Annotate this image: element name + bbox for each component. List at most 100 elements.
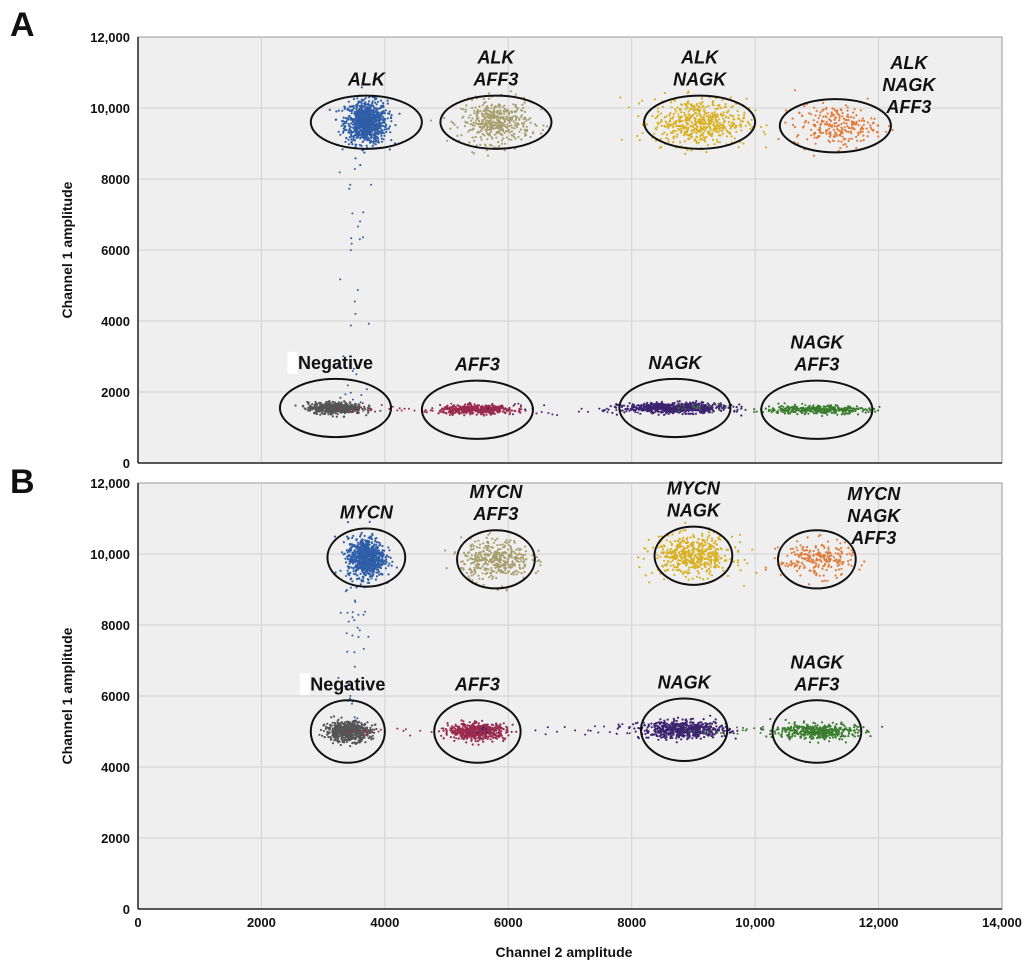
data-point xyxy=(386,102,389,105)
data-point xyxy=(845,145,848,148)
data-point xyxy=(508,406,511,410)
data-point xyxy=(520,138,523,141)
data-point xyxy=(535,412,538,415)
data-point xyxy=(463,414,466,417)
data-point xyxy=(347,131,350,134)
data-point xyxy=(638,139,641,142)
data-point xyxy=(854,410,857,413)
data-point xyxy=(454,405,457,408)
data-point xyxy=(683,111,686,114)
data-point xyxy=(509,90,512,93)
data-point xyxy=(378,570,381,573)
data-point xyxy=(376,549,379,553)
data-point xyxy=(463,410,466,413)
data-point xyxy=(784,121,787,124)
data-point xyxy=(639,412,642,415)
data-point xyxy=(384,109,387,112)
data-point xyxy=(351,536,354,540)
y-tick-label: 4000 xyxy=(101,314,130,329)
data-point xyxy=(350,110,353,113)
data-point xyxy=(369,133,372,136)
data-point xyxy=(529,121,532,124)
data-point xyxy=(587,410,590,413)
data-point xyxy=(714,403,717,406)
data-point xyxy=(714,117,717,120)
data-point xyxy=(719,112,723,116)
data-point xyxy=(464,108,467,111)
data-point xyxy=(342,415,345,418)
data-point xyxy=(674,122,678,125)
data-point xyxy=(534,123,537,126)
data-point xyxy=(360,109,363,112)
data-point xyxy=(503,112,506,115)
data-point xyxy=(363,539,367,542)
data-point xyxy=(834,404,837,407)
data-point xyxy=(702,118,705,121)
data-point xyxy=(525,119,528,122)
data-point xyxy=(362,117,365,120)
data-point xyxy=(646,408,649,411)
data-point xyxy=(705,151,708,154)
data-point xyxy=(522,123,525,126)
data-point xyxy=(676,133,679,136)
data-point xyxy=(315,411,318,414)
data-point xyxy=(348,109,351,112)
data-point xyxy=(606,411,609,414)
data-point xyxy=(349,571,352,575)
data-point xyxy=(845,122,848,125)
data-point xyxy=(745,97,748,100)
data-point xyxy=(359,572,362,576)
data-point xyxy=(847,130,850,134)
data-point xyxy=(369,106,372,110)
data-point xyxy=(490,136,494,139)
data-point xyxy=(713,111,716,114)
data-point xyxy=(510,130,513,133)
data-point xyxy=(714,107,717,111)
data-point xyxy=(494,121,497,124)
data-point xyxy=(365,131,368,134)
data-point xyxy=(862,123,865,126)
data-point xyxy=(464,406,467,409)
data-point xyxy=(857,131,860,134)
data-point xyxy=(334,412,337,415)
data-point xyxy=(718,405,721,408)
data-point xyxy=(358,100,361,103)
data-point xyxy=(472,121,475,124)
data-point xyxy=(840,122,843,126)
data-point xyxy=(700,97,704,100)
data-point xyxy=(335,110,338,113)
data-point xyxy=(703,129,706,132)
x-tick-label: 12,000 xyxy=(859,915,899,930)
data-point xyxy=(500,133,503,136)
data-point xyxy=(653,405,656,408)
x-tick-label: 2000 xyxy=(247,915,276,930)
data-point xyxy=(698,108,701,111)
data-point xyxy=(486,138,489,141)
data-point xyxy=(816,121,819,124)
data-point xyxy=(641,131,644,135)
data-point xyxy=(510,409,514,412)
data-point xyxy=(680,129,683,132)
data-point xyxy=(319,403,322,406)
data-point xyxy=(652,411,655,414)
data-point xyxy=(703,108,706,111)
data-point xyxy=(687,100,690,103)
data-point xyxy=(516,126,519,129)
data-point xyxy=(505,136,508,139)
data-point xyxy=(836,406,840,409)
data-point xyxy=(847,116,850,119)
data-point xyxy=(824,115,827,118)
data-point xyxy=(679,116,682,119)
data-point xyxy=(636,404,638,407)
data-point xyxy=(696,114,699,117)
data-point xyxy=(484,128,487,132)
data-point xyxy=(345,136,348,139)
data-point xyxy=(490,144,493,147)
data-point xyxy=(354,312,357,315)
data-point xyxy=(388,125,391,128)
data-point xyxy=(349,130,352,132)
data-point xyxy=(346,565,349,568)
data-point xyxy=(513,127,516,130)
data-point xyxy=(500,142,504,145)
data-point xyxy=(367,125,370,128)
